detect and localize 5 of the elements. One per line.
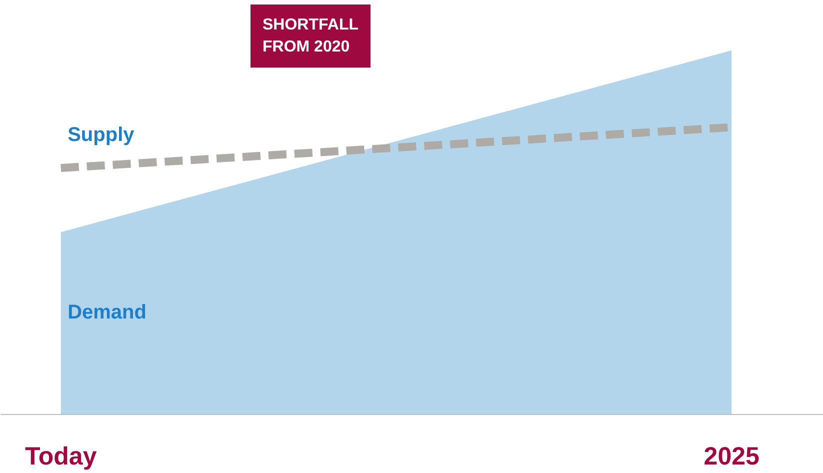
x-tick-label: Today — [24, 442, 97, 470]
annotation: SHORTFALL FROM 2020 — [262, 16, 359, 56]
series-label: Supply — [68, 124, 136, 146]
x-tick-label: 2025 — [704, 442, 760, 470]
series-label: Demand — [68, 301, 146, 324]
